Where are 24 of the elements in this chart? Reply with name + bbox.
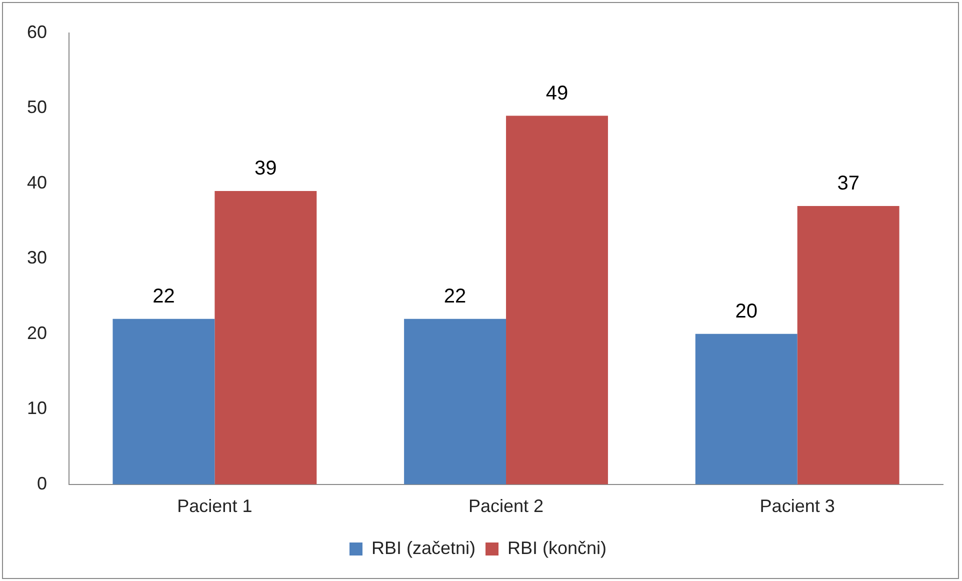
bar (404, 318, 506, 484)
bar (214, 190, 317, 484)
bar (506, 116, 608, 484)
y-tick-label: 10 (26, 398, 48, 418)
y-tick-label: 40 (26, 172, 48, 192)
data-label: 37 (837, 172, 860, 195)
x-tick-label: Pacient 3 (760, 496, 835, 516)
y-tick-label: 50 (26, 97, 48, 118)
data-label: 22 (444, 285, 466, 308)
legend-label: RBI (začetni) (371, 538, 476, 558)
bar (797, 206, 900, 484)
bar (112, 318, 215, 484)
bar (695, 334, 798, 484)
data-label: 22 (152, 285, 175, 308)
y-tick-label: 0 (37, 473, 48, 494)
data-label: 20 (735, 300, 758, 322)
x-tick-label: Pacient 2 (468, 496, 544, 516)
y-tick-label: 20 (26, 322, 48, 343)
legend-label: RBI (končni) (508, 538, 607, 558)
y-tick-label: 30 (26, 248, 48, 268)
x-tick-label: Pacient 1 (177, 496, 252, 516)
data-label: 49 (546, 82, 568, 104)
y-tick-label: 60 (26, 22, 48, 42)
data-label: 39 (254, 158, 277, 180)
